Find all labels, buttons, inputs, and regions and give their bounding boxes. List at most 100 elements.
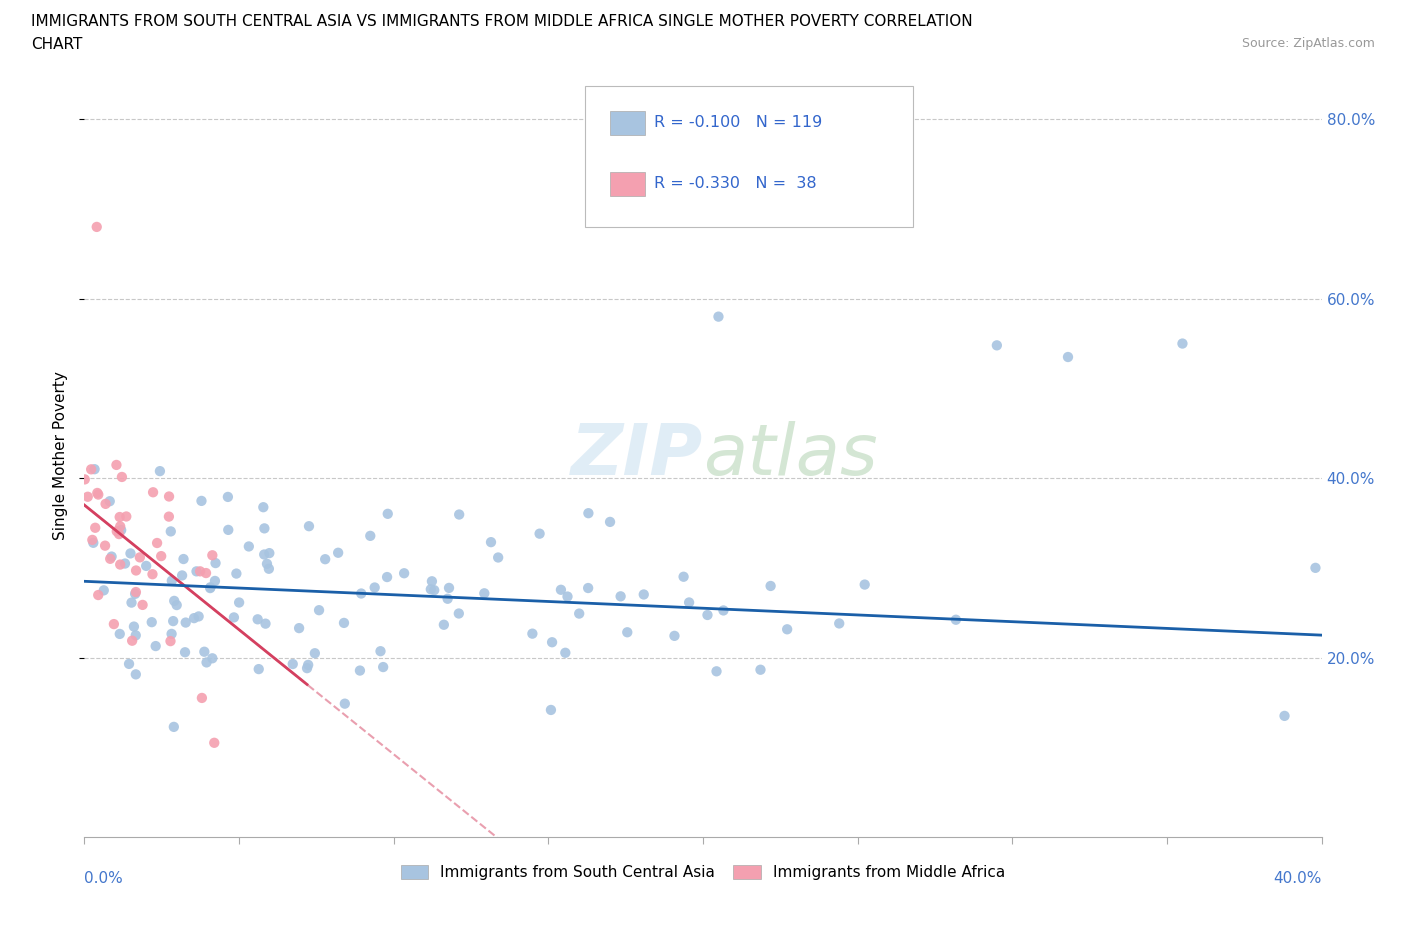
Point: [423, 583, 446, 598]
Text: IMMIGRANTS FROM SOUTH CENTRAL ASIA VS IMMIGRANTS FROM MIDDLE AFRICA SINGLE MOTHE: IMMIGRANTS FROM SOUTH CENTRAL ASIA VS IM…: [31, 14, 973, 29]
Point: [696, 607, 718, 622]
Point: [308, 603, 330, 618]
Text: 0.0%: 0.0%: [84, 871, 124, 886]
Point: [115, 509, 138, 524]
Point: [124, 587, 146, 602]
Point: [749, 662, 772, 677]
Point: [295, 660, 318, 675]
Point: [195, 655, 218, 670]
Point: [363, 580, 385, 595]
Point: [281, 657, 304, 671]
Point: [108, 627, 131, 642]
Point: [707, 309, 730, 324]
Point: [204, 574, 226, 589]
Legend: Immigrants from South Central Asia, Immigrants from Middle Africa: Immigrants from South Central Asia, Immi…: [395, 859, 1011, 886]
Point: [150, 549, 173, 564]
Point: [201, 651, 224, 666]
Point: [486, 550, 509, 565]
Point: [246, 612, 269, 627]
Point: [162, 614, 184, 629]
Point: [540, 702, 562, 717]
Text: CHART: CHART: [31, 37, 83, 52]
Point: [195, 565, 218, 580]
Point: [105, 524, 128, 538]
Point: [110, 523, 132, 538]
Point: [111, 470, 134, 485]
Point: [190, 494, 212, 509]
Point: [522, 626, 544, 641]
Point: [253, 521, 276, 536]
Point: [853, 578, 876, 592]
Point: [304, 645, 326, 660]
Point: [568, 606, 591, 621]
Point: [118, 657, 141, 671]
Point: [706, 664, 728, 679]
Point: [759, 578, 782, 593]
Point: [157, 509, 180, 524]
Point: [82, 533, 104, 548]
Point: [160, 573, 183, 588]
Point: [80, 462, 103, 477]
Point: [94, 538, 117, 553]
Point: [333, 616, 356, 631]
Point: [114, 556, 136, 571]
Point: [125, 563, 148, 578]
Point: [713, 603, 735, 618]
Point: [678, 595, 700, 610]
Point: [541, 635, 564, 650]
Point: [436, 591, 458, 606]
Point: [93, 583, 115, 598]
Point: [1274, 709, 1296, 724]
Point: [128, 550, 150, 565]
Point: [259, 546, 281, 561]
Point: [198, 580, 221, 595]
Point: [108, 510, 131, 525]
Point: [375, 569, 398, 584]
Point: [228, 595, 250, 610]
Point: [314, 551, 336, 566]
Point: [105, 458, 128, 472]
Text: atlas: atlas: [703, 421, 877, 490]
Point: [252, 499, 274, 514]
Point: [599, 514, 621, 529]
Point: [370, 644, 392, 658]
Point: [828, 616, 851, 631]
Point: [108, 526, 131, 541]
Point: [297, 658, 319, 672]
Point: [1305, 561, 1327, 576]
Point: [174, 644, 197, 659]
Text: 40.0%: 40.0%: [1274, 871, 1322, 886]
Point: [328, 545, 350, 560]
Point: [256, 556, 278, 571]
Point: [447, 606, 470, 621]
Point: [377, 506, 399, 521]
Point: [172, 568, 194, 583]
Point: [122, 619, 145, 634]
Point: [204, 555, 226, 570]
Point: [163, 720, 186, 735]
Point: [392, 565, 415, 580]
Point: [173, 551, 195, 566]
Point: [183, 611, 205, 626]
Text: R = -0.330   N =  38: R = -0.330 N = 38: [654, 176, 815, 191]
Point: [201, 548, 224, 563]
Point: [73, 472, 96, 486]
Point: [125, 628, 148, 643]
Point: [108, 557, 131, 572]
Point: [664, 629, 686, 644]
Point: [86, 219, 108, 234]
Text: ZIP: ZIP: [571, 421, 703, 490]
Point: [163, 593, 186, 608]
Point: [188, 564, 211, 578]
Point: [186, 564, 208, 578]
Point: [576, 506, 599, 521]
Point: [437, 580, 460, 595]
Point: [157, 489, 180, 504]
Point: [945, 612, 967, 627]
Point: [217, 489, 239, 504]
Text: Source: ZipAtlas.com: Source: ZipAtlas.com: [1241, 37, 1375, 50]
Point: [420, 574, 443, 589]
Point: [479, 535, 502, 550]
FancyBboxPatch shape: [610, 172, 645, 196]
Point: [986, 338, 1008, 352]
